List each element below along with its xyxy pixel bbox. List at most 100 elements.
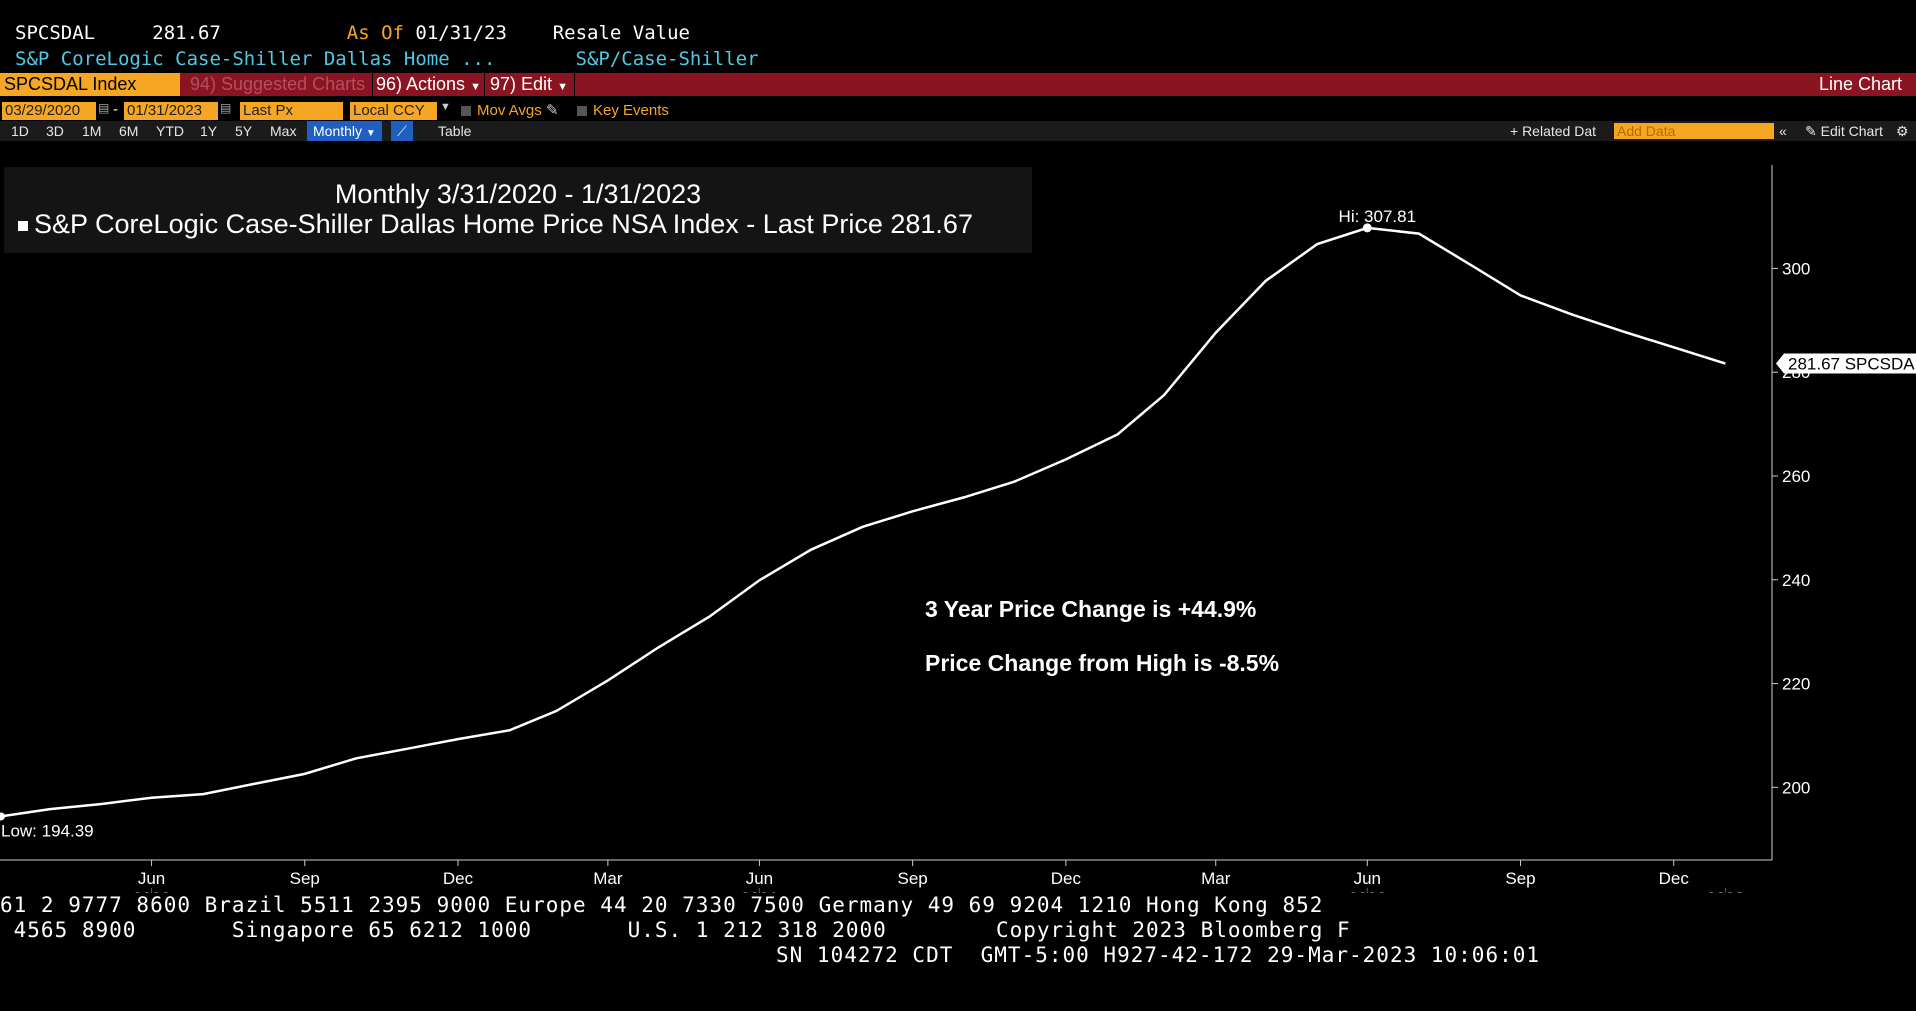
footer: 61 2 9777 8600 Brazil 5511 2395 9000 Eur… xyxy=(0,893,1916,989)
y-tick-label: 220 xyxy=(1782,675,1810,694)
add-data-input[interactable]: Add Data xyxy=(1614,123,1774,139)
asof-date: 01/31/23 xyxy=(415,22,507,44)
chart-axes: 200220240260280300JunSepDecMarJunSepDecM… xyxy=(0,165,1810,893)
y-tick-label: 240 xyxy=(1782,571,1810,590)
range-1m-button[interactable]: 1M xyxy=(82,123,102,139)
legend-entry[interactable]: S&P CoreLogic Case-Shiller Dallas Home P… xyxy=(18,209,973,240)
toolbar-divider xyxy=(484,73,485,96)
x-tick-label: Sep xyxy=(290,869,320,888)
legend-series-label: S&P CoreLogic Case-Shiller Dallas Home P… xyxy=(34,209,883,239)
range-max-button[interactable]: Max xyxy=(270,123,297,139)
pencil-icon: ✎ xyxy=(545,102,559,119)
security-description-row: S&P CoreLogic Case-Shiller Dallas Home .… xyxy=(15,48,759,70)
function-toolbar: SPCSDAL Index 94) Suggested Charts 96) A… xyxy=(0,73,1916,96)
checkbox-icon xyxy=(461,106,471,117)
legend-last-value: 281.67 xyxy=(890,209,973,239)
series-layer xyxy=(0,223,1726,821)
start-date-input[interactable]: 03/29/2020 xyxy=(2,102,96,120)
x-tick-label: Jun xyxy=(746,869,773,888)
y-tick-label: 300 xyxy=(1782,259,1810,278)
year-label: 2020 xyxy=(133,889,171,893)
x-tick-label: Dec xyxy=(1051,869,1082,888)
toolbar-divider xyxy=(372,73,373,96)
low-label: Low: 194.39 xyxy=(1,821,94,840)
change-from-high-annotation: Price Change from High is -8.5% xyxy=(925,650,1280,676)
field-select[interactable]: Last Px xyxy=(240,102,343,120)
y-tick-label: 200 xyxy=(1782,778,1810,797)
edit-label: 97) Edit xyxy=(490,74,553,94)
high-point xyxy=(1362,223,1372,233)
chevron-down-icon: ▼ xyxy=(557,81,568,93)
chart-legend: Monthly 3/31/2020 - 1/31/2023 S&P CoreLo… xyxy=(4,167,1032,253)
x-tick-label: Dec xyxy=(443,869,474,888)
related-data-button[interactable]: + Related Dat xyxy=(1510,123,1596,139)
actions-menu[interactable]: 96) Actions ▼ xyxy=(376,73,481,96)
actions-label: 96) Actions xyxy=(376,74,466,94)
suggested-charts-button[interactable]: 94) Suggested Charts xyxy=(190,74,366,94)
range-1y-button[interactable]: 1Y xyxy=(200,123,218,139)
last-price: 281.67 xyxy=(152,22,221,44)
x-tick-label: Dec xyxy=(1659,869,1690,888)
series-line xyxy=(0,226,1726,818)
x-tick-label: Jun xyxy=(1354,869,1381,888)
range-toolbar: 1D 3D 1M 6M YTD 1Y 5Y Max Monthly ▼ ⟋ Ta… xyxy=(0,121,1916,141)
ticker-tab[interactable]: SPCSDAL Index xyxy=(0,73,180,96)
quote-header: SPCSDAL 281.67 As Of 01/31/23 Resale Val… xyxy=(15,22,690,44)
date-separator: - xyxy=(113,101,118,118)
x-tick-label: Mar xyxy=(1201,869,1231,888)
chevron-down-icon: ▼ xyxy=(365,128,376,139)
end-date-input[interactable]: 01/31/2023 xyxy=(124,102,218,120)
table-button[interactable]: Table xyxy=(438,123,472,139)
edit-chart-button[interactable]: ✎ Edit Chart xyxy=(1805,121,1883,141)
checkbox-icon xyxy=(577,106,587,117)
mov-avgs-toggle[interactable]: Mov Avgs ✎ xyxy=(461,102,559,120)
security-description: S&P CoreLogic Case-Shiller Dallas Home .… xyxy=(15,48,496,70)
chart-title: Monthly 3/31/2020 - 1/31/2023 xyxy=(334,179,702,209)
footer-line-1: 61 2 9777 8600 Brazil 5511 2395 9000 Eur… xyxy=(0,893,1324,917)
x-tick-label: Sep xyxy=(898,869,928,888)
data-source: S&P/Case-Shiller xyxy=(575,48,759,70)
mov-avgs-label: Mov Avgs xyxy=(477,102,542,119)
calendar-icon[interactable]: ▤ xyxy=(220,101,232,115)
range-3d-button[interactable]: 3D xyxy=(46,123,64,139)
legend-swatch xyxy=(18,220,28,231)
chevron-down-icon: ▼ xyxy=(470,81,481,93)
edit-chart-label: Edit Chart xyxy=(1820,123,1883,139)
last-value-tag xyxy=(1776,353,1916,374)
chevron-down-icon[interactable]: ▼ xyxy=(440,101,451,113)
line-chart-icon[interactable]: ⟋ xyxy=(391,121,413,141)
footer-line-2: 4565 8900 Singapore 65 6212 1000 U.S. 1 … xyxy=(0,918,1351,942)
key-events-label: Key Events xyxy=(593,102,669,119)
year-label: 2023 xyxy=(1706,889,1744,893)
asof-label: As Of xyxy=(346,22,404,44)
currency-select[interactable]: Local CCY xyxy=(350,102,437,120)
y-tick-label: 260 xyxy=(1782,467,1810,486)
x-tick-label: Jun xyxy=(138,869,165,888)
toolbar-divider xyxy=(574,73,575,96)
value-type: Resale Value xyxy=(552,22,690,44)
footer-line-3: SN 104272 CDT GMT-5:00 H927-42-172 29-Ma… xyxy=(776,943,1541,967)
ticker: SPCSDAL xyxy=(15,22,96,44)
gear-icon[interactable]: ⚙ xyxy=(1896,123,1909,139)
range-1d-button[interactable]: 1D xyxy=(11,123,29,139)
year-label: 2021 xyxy=(741,889,779,893)
year-label: 2022 xyxy=(1348,889,1386,893)
period-label: Monthly xyxy=(313,123,363,139)
last-value-tag-label: 281.67 SPCSDAL xyxy=(1788,355,1916,374)
line-chart: 200220240260280300JunSepDecMarJunSepDecM… xyxy=(0,165,1916,893)
low-point xyxy=(0,812,5,821)
period-select[interactable]: Monthly ▼ xyxy=(307,121,382,141)
high-label: Hi: 307.81 xyxy=(1339,207,1417,226)
range-ytd-button[interactable]: YTD xyxy=(156,123,184,139)
calendar-icon[interactable]: ▤ xyxy=(98,101,110,115)
chart-labels: Hi: 307.81 Low: 194.39 281.67 SPCSDAL xyxy=(1,207,1916,840)
pencil-icon: ✎ xyxy=(1805,123,1817,139)
edit-menu[interactable]: 97) Edit ▼ xyxy=(490,73,568,96)
x-tick-label: Sep xyxy=(1505,869,1535,888)
range-5y-button[interactable]: 5Y xyxy=(235,123,253,139)
collapse-icon[interactable]: « xyxy=(1779,123,1787,139)
x-tick-label: Mar xyxy=(593,869,623,888)
three-year-change-annotation: 3 Year Price Change is +44.9% xyxy=(925,596,1257,622)
range-6m-button[interactable]: 6M xyxy=(119,123,139,139)
key-events-toggle[interactable]: Key Events xyxy=(577,102,669,120)
